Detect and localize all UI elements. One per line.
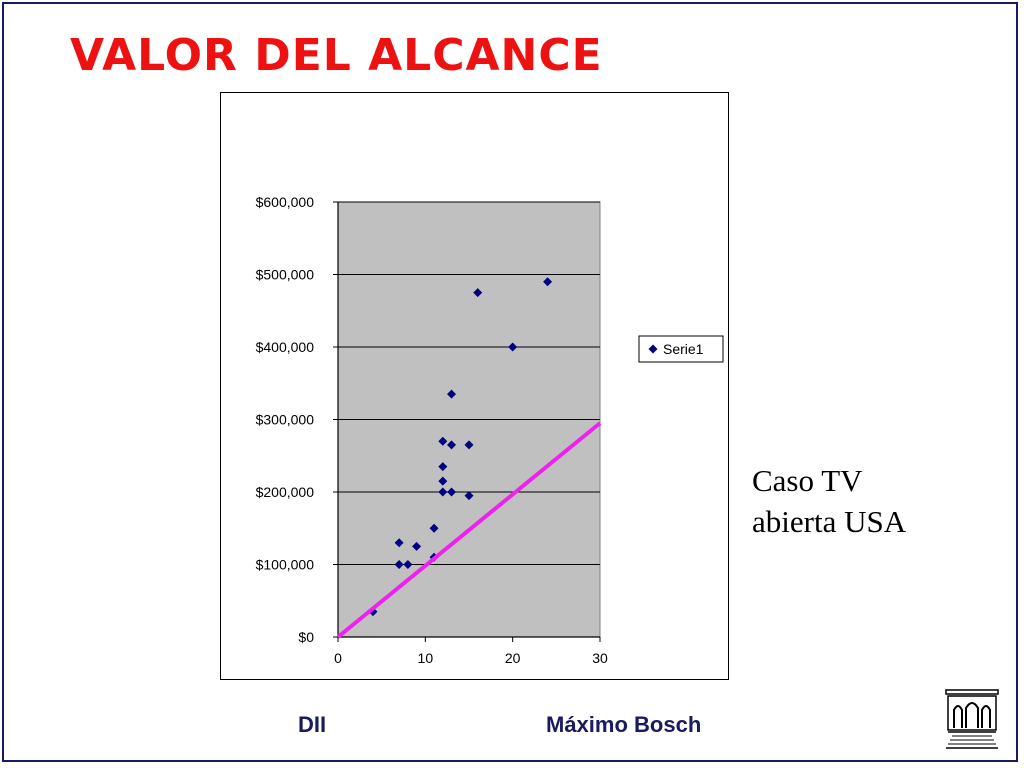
data-point — [438, 462, 448, 472]
y-tick-label: $600,000 — [256, 194, 315, 210]
x-tick-label: 0 — [334, 650, 342, 666]
scatter-chart: $0 $100,000 $200,000 $300,000 $400,000 $500,0… — [256, 194, 724, 666]
caption-line-1: Caso TV — [752, 463, 863, 498]
chart-caption: Caso TV abierta USA — [752, 460, 906, 542]
y-tick-label: $400,000 — [256, 339, 315, 355]
data-point — [412, 541, 422, 551]
data-point — [394, 560, 404, 569]
data-point — [464, 440, 474, 450]
caption-line-2: abierta USA — [752, 504, 907, 539]
trend-line — [336, 421, 602, 639]
x-tick-label: 30 — [592, 650, 608, 666]
data-point — [394, 538, 404, 548]
chart-area: $0 $100,000 $200,000 $300,000 $400,000 $500,0… — [220, 92, 729, 680]
y-tick-label: $300,000 — [256, 412, 315, 428]
y-tick-label: $100,000 — [256, 557, 315, 573]
data-point — [438, 476, 448, 486]
data-point — [464, 491, 474, 501]
data-point — [429, 523, 439, 533]
data-point — [403, 560, 413, 569]
data-point — [438, 436, 448, 446]
footer-author: Máximo Bosch — [546, 712, 702, 737]
legend-label: Serie1 — [663, 341, 704, 357]
x-tick-label: 10 — [418, 650, 434, 666]
legend-marker — [648, 344, 658, 354]
footer-left-label: DII — [298, 712, 327, 737]
data-point — [447, 487, 457, 497]
slide-title: VALOR DEL ALCANCE — [70, 30, 603, 81]
y-tick-label: $500,000 — [256, 267, 315, 283]
data-point — [543, 277, 553, 287]
data-point — [438, 487, 448, 497]
data-point — [447, 440, 457, 450]
y-tick-label: $200,000 — [256, 484, 315, 500]
data-point — [473, 288, 483, 298]
y-tick-label: $0 — [298, 629, 314, 645]
x-tick-label: 20 — [505, 650, 521, 666]
building-icon — [945, 689, 999, 749]
data-point — [508, 342, 518, 352]
data-point — [447, 389, 457, 399]
